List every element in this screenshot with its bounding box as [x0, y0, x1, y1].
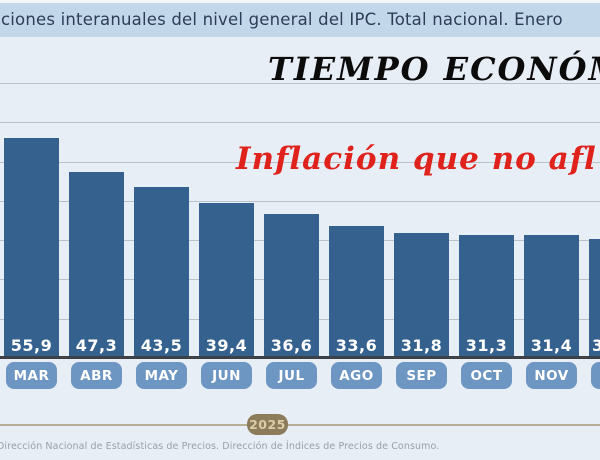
source-text: Dirección Nacional de Estadísticas de Pr… [0, 441, 440, 452]
bar-value-label-partial: 3 [592, 335, 600, 355]
watermark-text: TIEMPO ECONÓM [268, 50, 600, 88]
bar-partial: 3 [589, 238, 600, 358]
bar-value-label-ago: 33,6 [335, 335, 378, 355]
bar-nov: 31,4 [524, 234, 579, 358]
month-pill-sep: SEP [396, 362, 447, 389]
month-pill-ago: AGO [331, 362, 382, 389]
bar-value-label-jun: 39,4 [205, 335, 248, 355]
top-strip [0, 0, 600, 3]
chart-title-band: ciones interanuales del nivel general de… [0, 3, 600, 37]
gridline-60 [0, 122, 600, 124]
bar-value-label-may: 43,5 [140, 335, 183, 355]
bar-may: 43,5 [134, 187, 189, 358]
gridline-70 [0, 82, 600, 84]
bar-jun: 39,4 [199, 203, 254, 358]
bar-value-label-nov: 31,4 [530, 335, 573, 355]
bar-ago: 33,6 [329, 225, 384, 358]
gridline-50 [0, 161, 600, 163]
bar-value-label-jul: 36,6 [270, 335, 313, 355]
bar-value-label-mar: 55,9 [10, 335, 53, 355]
x-axis-line [0, 356, 600, 359]
bar-abr: 47,3 [69, 172, 124, 358]
month-pill-oct: OCT [461, 362, 512, 389]
bar-sep: 31,8 [394, 233, 449, 358]
bar-value-label-oct: 31,3 [465, 335, 508, 355]
chart-title: ciones interanuales del nivel general de… [1, 10, 563, 29]
month-pill-abr: ABR [71, 362, 122, 389]
month-pill-mar: MAR [6, 362, 57, 389]
bar-value-label-sep: 31,8 [400, 335, 443, 355]
bar-jul: 36,6 [264, 214, 319, 358]
month-pill-jun: JUN [201, 362, 252, 389]
bar-oct: 31,3 [459, 234, 514, 358]
month-pill-may: MAY [136, 362, 187, 389]
month-pill-partial [591, 362, 600, 389]
year-axis-line [0, 424, 600, 426]
month-pill-nov: NOV [526, 362, 577, 389]
bar-value-label-abr: 47,3 [75, 335, 118, 355]
bar-mar: 55,9 [4, 138, 59, 358]
month-pill-jul: JUL [266, 362, 317, 389]
gridline-40 [0, 200, 600, 202]
year-badge: 2025 [247, 414, 288, 435]
headline-text: Inflación que no afl [236, 141, 597, 177]
